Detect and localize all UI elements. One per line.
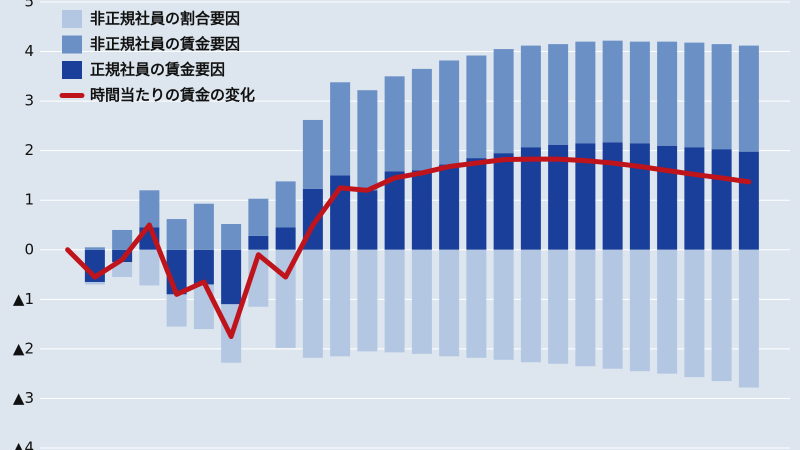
y-tick-label: ▲3 xyxy=(13,389,34,407)
y-tick-label: 4 xyxy=(24,42,34,60)
bar xyxy=(221,224,242,250)
bar xyxy=(193,203,214,250)
bar xyxy=(602,249,623,369)
bar xyxy=(493,49,514,154)
legend-label: 非正規社員の賃金要因 xyxy=(90,35,240,53)
bar xyxy=(520,45,541,148)
bar xyxy=(575,249,596,367)
y-tick-label: ▲4 xyxy=(13,439,34,450)
legend-swatch xyxy=(62,35,82,54)
y-tick-label: 0 xyxy=(24,240,34,258)
line xyxy=(65,156,752,339)
bar xyxy=(575,41,596,144)
y-tick-label: 3 xyxy=(24,92,34,110)
bar xyxy=(330,82,351,176)
bar xyxy=(711,44,732,150)
bar xyxy=(520,147,541,250)
y-tick-label: 5 xyxy=(24,0,34,11)
bar xyxy=(738,151,759,250)
y-tick-label: ▲1 xyxy=(13,290,34,308)
bar xyxy=(275,181,296,228)
bar xyxy=(711,249,732,382)
bar xyxy=(302,249,323,358)
bar xyxy=(302,119,323,189)
bar xyxy=(411,170,432,250)
bar xyxy=(602,40,623,143)
bar xyxy=(357,190,378,250)
bar xyxy=(602,142,623,250)
bar xyxy=(493,153,514,250)
bar xyxy=(629,143,650,250)
bar xyxy=(657,249,678,374)
legend-swatch xyxy=(62,10,82,28)
bar xyxy=(139,190,160,228)
bar xyxy=(711,149,732,250)
bar xyxy=(84,247,105,250)
bar xyxy=(275,227,296,250)
legend-label: 時間当たりの賃金の変化 xyxy=(90,86,255,104)
bar xyxy=(575,143,596,250)
bar xyxy=(221,249,242,305)
legend-label: 非正規社員の割合要因 xyxy=(90,10,240,28)
bar xyxy=(166,294,187,327)
bar xyxy=(548,144,569,250)
y-tick-label: 2 xyxy=(24,141,34,159)
legend-label: 正規社員の賃金要因 xyxy=(90,61,225,79)
bar xyxy=(629,249,650,372)
bar xyxy=(384,76,405,172)
bar xyxy=(548,249,569,364)
bar xyxy=(657,41,678,146)
bar xyxy=(466,158,487,250)
bar xyxy=(548,44,569,145)
bar xyxy=(493,249,514,360)
lines xyxy=(65,156,752,339)
y-tick-label: ▲2 xyxy=(13,339,34,357)
bar xyxy=(248,235,269,250)
bar xyxy=(684,147,705,250)
bar xyxy=(330,249,351,357)
bar xyxy=(84,281,105,285)
bar xyxy=(384,171,405,250)
bar xyxy=(738,249,759,388)
bar xyxy=(466,55,487,159)
bar xyxy=(166,219,187,250)
bar xyxy=(112,229,133,250)
bar xyxy=(112,262,133,278)
bar xyxy=(248,198,269,236)
bar xyxy=(684,249,705,378)
bar xyxy=(439,249,460,357)
bar xyxy=(357,249,378,352)
bar xyxy=(684,42,705,148)
legend-swatch xyxy=(62,61,82,79)
bar xyxy=(439,164,460,250)
bar xyxy=(411,68,432,171)
bar xyxy=(139,249,160,286)
bar xyxy=(357,90,378,191)
bar xyxy=(520,249,541,363)
bar xyxy=(629,41,650,144)
bar xyxy=(657,145,678,250)
bar xyxy=(466,249,487,358)
bar xyxy=(439,60,460,165)
bar xyxy=(411,249,432,354)
bar xyxy=(384,249,405,353)
bar xyxy=(738,45,759,152)
y-tick-label: 1 xyxy=(24,191,34,209)
bar xyxy=(193,249,214,285)
